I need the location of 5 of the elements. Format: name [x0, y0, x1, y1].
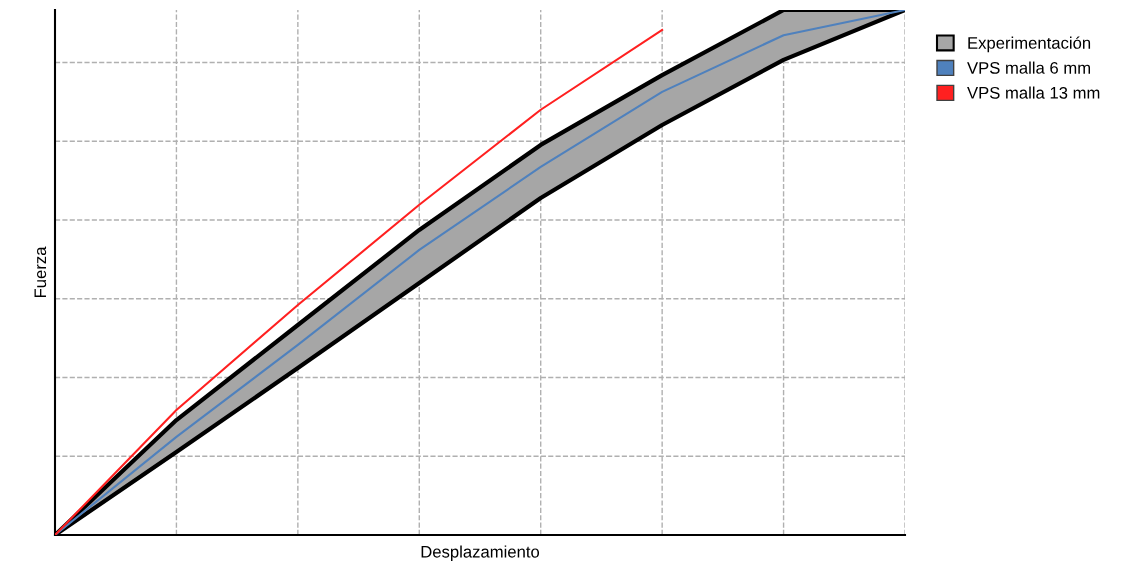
x-axis-title: Desplazamiento: [421, 545, 540, 561]
legend-label: VPS malla 13 mm: [967, 86, 1100, 99]
legend-label: Experimentación: [968, 36, 1091, 53]
legend-label: VPS malla 6 mm: [967, 61, 1091, 74]
y-axis-title: Fuerza: [34, 246, 47, 298]
